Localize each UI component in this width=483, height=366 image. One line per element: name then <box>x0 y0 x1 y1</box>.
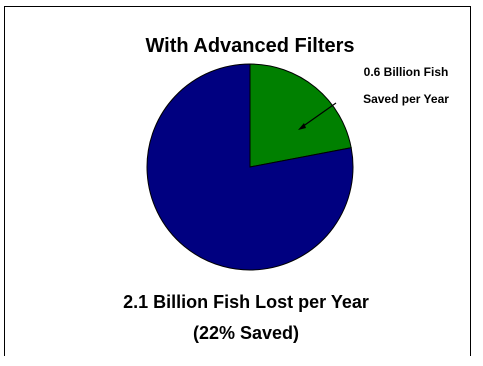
slice-callout: 0.6 Billion Fish Saved per Year <box>298 65 449 130</box>
slice-label-line-2: Saved per Year <box>363 92 449 106</box>
chart-title: With Advanced Filters <box>145 35 354 57</box>
pie-slices <box>146 63 354 271</box>
caption-line-1: 2.1 Billion Fish Lost per Year <box>123 292 369 312</box>
caption-line-2: (22% Saved) <box>193 323 299 343</box>
pie-slice-saved <box>249 63 352 168</box>
callout-leader-line <box>301 102 337 128</box>
slice-label-line-1: 0.6 Billion Fish <box>364 65 449 79</box>
pie-slice-lost <box>146 63 354 271</box>
callout-arrowhead <box>298 123 306 130</box>
